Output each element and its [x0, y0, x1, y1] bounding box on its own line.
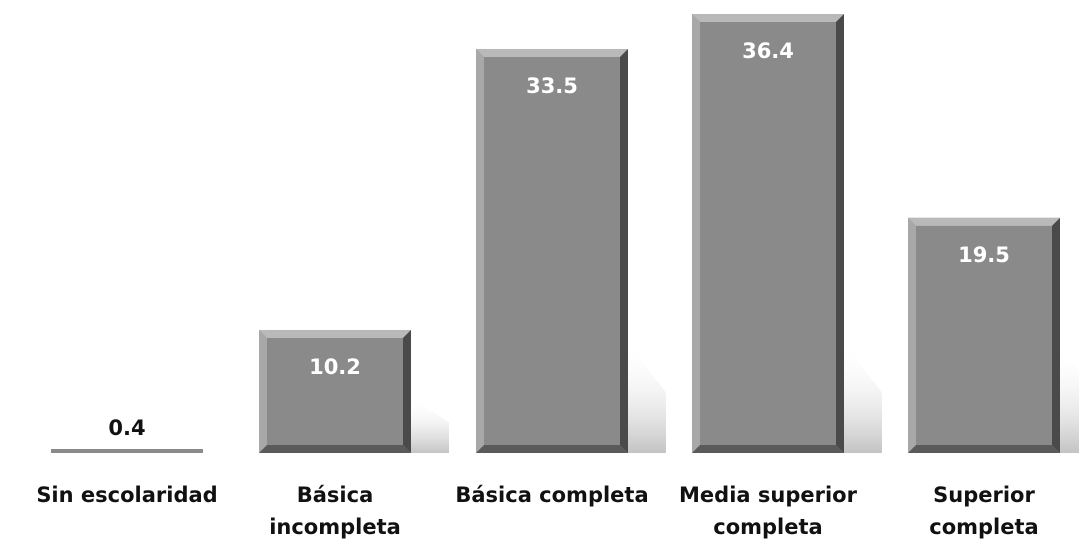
- category-label: Básica: [297, 483, 374, 507]
- bar-superior-completa: [908, 217, 1060, 453]
- bar-body: [476, 48, 628, 453]
- category-label: Sin escolaridad: [36, 483, 217, 507]
- bar-bevel-top: [259, 329, 411, 338]
- bar-media-superior-completa: [692, 14, 844, 453]
- bar-bevel-left: [476, 48, 484, 453]
- bar-basica-completa: [476, 48, 628, 453]
- bar-bevel-right: [620, 48, 628, 453]
- category-label: completa: [929, 515, 1038, 539]
- bar-bevel-top: [692, 14, 844, 22]
- category-label: incompleta: [269, 515, 401, 539]
- bar-sin-escolaridad: [51, 449, 203, 453]
- bar-bevel-right: [836, 14, 844, 453]
- bar-shadow: [411, 397, 449, 453]
- category-labels-group: Sin escolaridad Básica incompleta Básica co…: [36, 483, 1038, 539]
- value-labels-group: 0.4 10.2 33.5 36.4 19.5: [108, 39, 1010, 440]
- bar-shadow: [628, 343, 666, 453]
- bar-body: [908, 217, 1060, 453]
- bar-bevel-left: [908, 217, 916, 453]
- bar-basica-incompleta: [259, 329, 411, 453]
- bar-shadow: [1060, 347, 1079, 453]
- value-label: 19.5: [958, 243, 1010, 267]
- value-label: 10.2: [309, 355, 361, 379]
- value-label: 0.4: [108, 416, 145, 440]
- category-label: Básica completa: [455, 483, 648, 507]
- bar-bevel-top: [908, 217, 1060, 226]
- bar-body: [51, 449, 203, 453]
- category-label: Superior: [933, 483, 1035, 507]
- value-label: 36.4: [742, 39, 794, 63]
- bars-group: [51, 14, 1060, 453]
- value-label: 33.5: [526, 74, 578, 98]
- bar-bevel-bottom: [692, 445, 844, 453]
- bar-shadows: [411, 343, 1079, 453]
- bar-bevel-left: [692, 14, 700, 453]
- bar-body: [692, 14, 844, 453]
- bar-bevel-bottom: [908, 445, 1060, 453]
- bar-shadow: [844, 343, 882, 453]
- bar-bevel-right: [1052, 217, 1060, 453]
- category-label: Media superior: [679, 483, 858, 507]
- bar-bevel-right: [403, 329, 411, 453]
- bar-bevel-bottom: [259, 445, 411, 453]
- bar-bevel-top: [476, 48, 628, 57]
- bar-bevel-bottom: [476, 445, 628, 453]
- bar-bevel-left: [259, 329, 267, 453]
- bar-body: [259, 329, 411, 453]
- category-label: completa: [713, 515, 822, 539]
